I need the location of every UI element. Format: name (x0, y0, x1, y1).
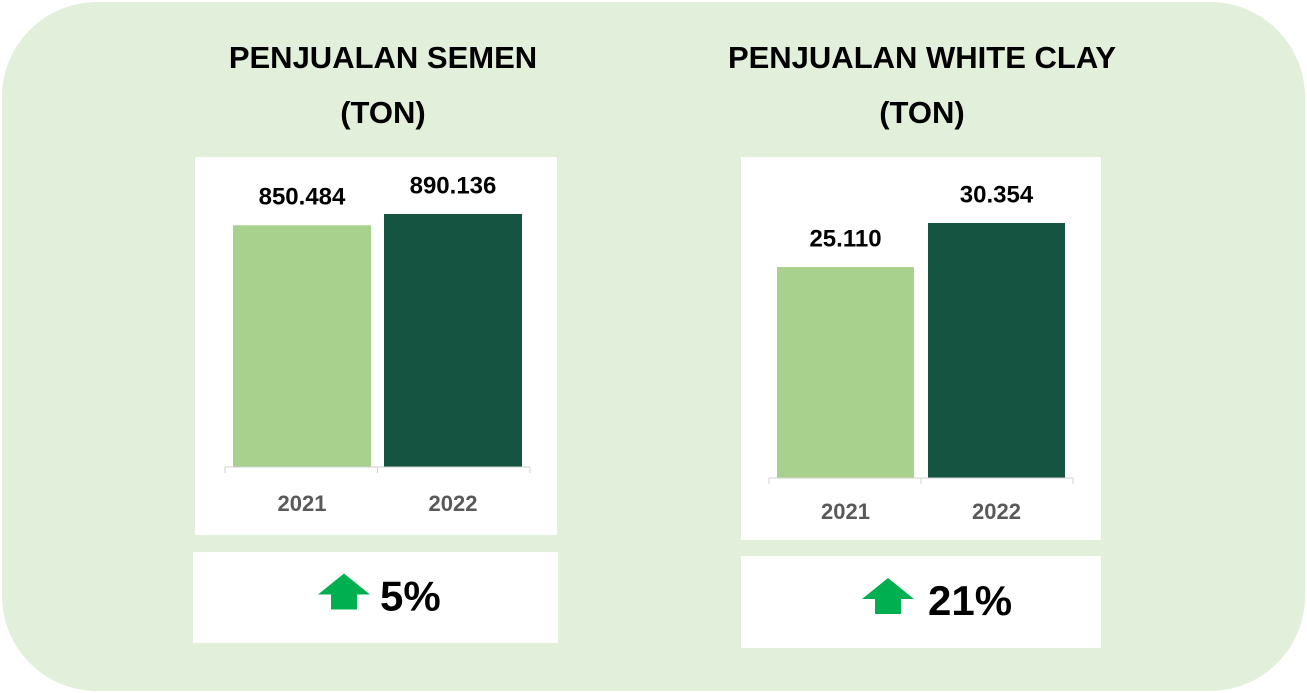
change-panel (741, 556, 1101, 648)
change-label: 21% (928, 577, 1012, 624)
value-label: 25.110 (809, 225, 881, 252)
chart-title: PENJUALAN WHITE CLAY (TON) (727, 40, 1117, 130)
bar (777, 267, 914, 478)
x-tick-label: 2022 (429, 491, 478, 516)
change-panel (193, 552, 558, 643)
value-label: 850.484 (259, 184, 346, 211)
up-arrow (318, 573, 370, 610)
x-tick-label: 2021 (278, 491, 327, 516)
x-tick-label: 2022 (972, 499, 1021, 524)
up-arrow (862, 578, 914, 614)
bar (233, 225, 371, 467)
bar (928, 223, 1065, 478)
value-label: 890.136 (410, 172, 497, 199)
bar (384, 214, 522, 467)
value-label: 30.354 (960, 181, 1034, 208)
chart-title: PENJUALAN SEMEN (TON) (228, 40, 538, 130)
x-tick-label: 2021 (821, 499, 870, 524)
change-label: 5% (380, 573, 441, 620)
